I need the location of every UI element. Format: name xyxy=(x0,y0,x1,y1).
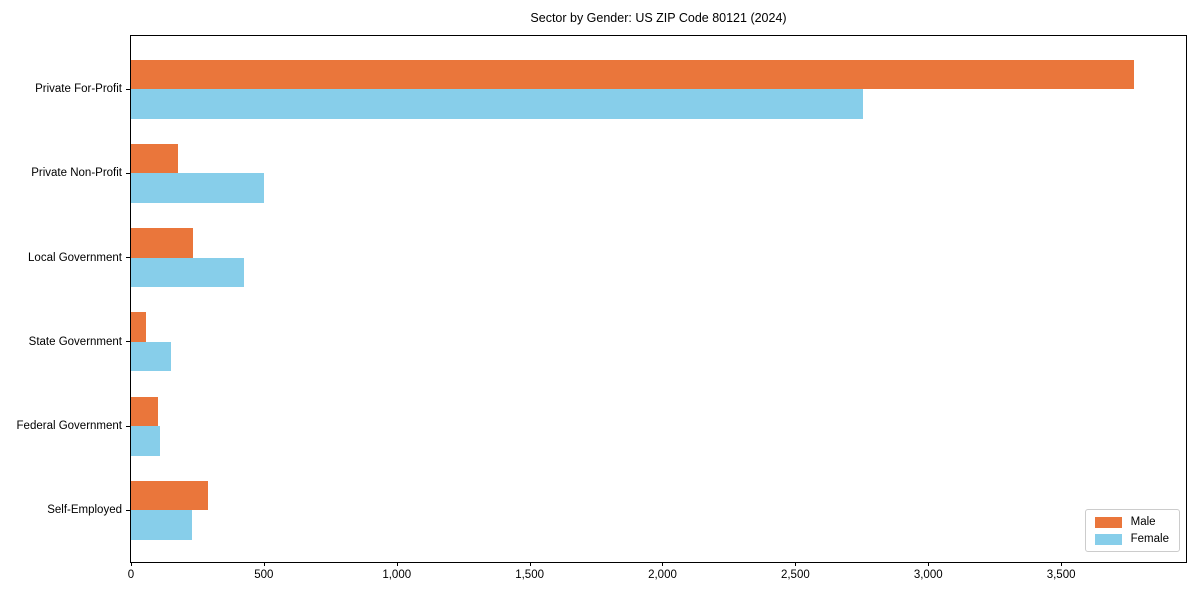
category-label-local-government: Local Government xyxy=(28,251,122,264)
category-label-private-non-profit: Private Non-Profit xyxy=(31,167,122,180)
bar-male-state-government xyxy=(131,312,146,342)
bar-female-private-non-profit xyxy=(131,173,264,203)
y-tick-private-for-profit xyxy=(126,88,131,90)
x-tick-2500 xyxy=(795,562,797,566)
bar-male-private-non-profit xyxy=(131,143,178,174)
y-tick-private-non-profit xyxy=(126,172,131,174)
chart-title: Sector by Gender: US ZIP Code 80121 (202… xyxy=(530,11,787,25)
x-tick-500 xyxy=(263,562,265,566)
category-label-private-for-profit: Private For-Profit xyxy=(35,83,122,96)
x-tick-label-3500: 3,500 xyxy=(1046,569,1076,581)
x-tick-label-500: 500 xyxy=(254,569,274,581)
legend-swatch-female xyxy=(1094,533,1122,545)
y-tick-state-government xyxy=(126,341,131,343)
category-label-state-government: State Government xyxy=(28,335,122,348)
x-tick-3000 xyxy=(928,562,930,566)
bar-male-self-employed xyxy=(131,480,209,511)
legend: Male Female xyxy=(1084,509,1180,552)
bar-female-self-employed xyxy=(131,510,193,540)
x-tick-label-1500: 1,500 xyxy=(515,569,544,581)
y-tick-local-government xyxy=(126,257,131,259)
bar-female-private-for-profit xyxy=(131,89,864,119)
x-tick-label-1000: 1,000 xyxy=(382,569,412,581)
x-tick-label-2000: 2,000 xyxy=(648,569,677,581)
y-tick-self-employed xyxy=(126,509,131,511)
legend-label-male: Male xyxy=(1130,516,1156,528)
y-tick-federal-government xyxy=(126,425,131,427)
bar-female-local-government xyxy=(131,257,244,288)
legend-item-female: Female xyxy=(1094,533,1169,545)
x-tick-0 xyxy=(131,562,132,566)
legend-swatch-male xyxy=(1094,516,1122,528)
x-tick-label-3000: 3,000 xyxy=(913,569,943,581)
bar-male-federal-government xyxy=(131,396,158,427)
x-tick-label-2500: 2,500 xyxy=(780,569,810,581)
category-label-self-employed: Self-Employed xyxy=(47,504,122,517)
bar-male-private-for-profit xyxy=(131,59,1135,90)
x-tick-2000 xyxy=(662,562,664,566)
bar-female-federal-government xyxy=(131,426,161,456)
category-label-federal-government: Federal Government xyxy=(16,420,122,433)
bar-male-local-government xyxy=(131,228,194,258)
x-tick-1000 xyxy=(396,562,398,566)
legend-item-male: Male xyxy=(1094,516,1169,528)
x-tick-3500 xyxy=(1061,562,1063,566)
x-tick-label-0: 0 xyxy=(127,569,135,581)
plot-area: Male Female Private For-Profit Private No… xyxy=(17,35,1187,581)
x-tick-1500 xyxy=(529,562,531,566)
bar-female-state-government xyxy=(131,341,171,372)
legend-label-female: Female xyxy=(1130,533,1169,545)
